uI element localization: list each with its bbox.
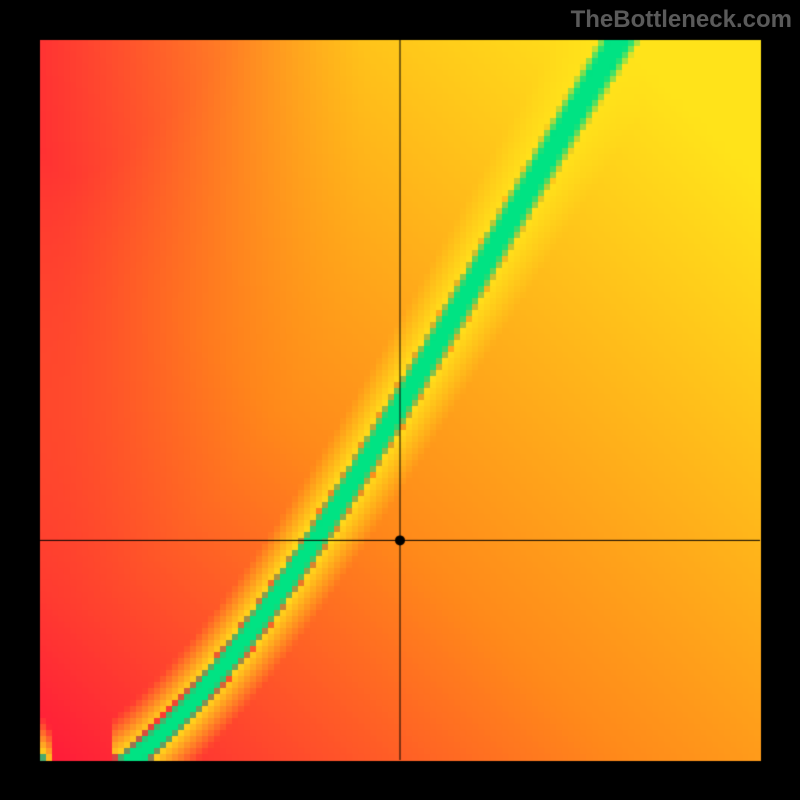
- chart-container: TheBottleneck.com: [0, 0, 800, 800]
- bottleneck-heatmap: [0, 0, 800, 800]
